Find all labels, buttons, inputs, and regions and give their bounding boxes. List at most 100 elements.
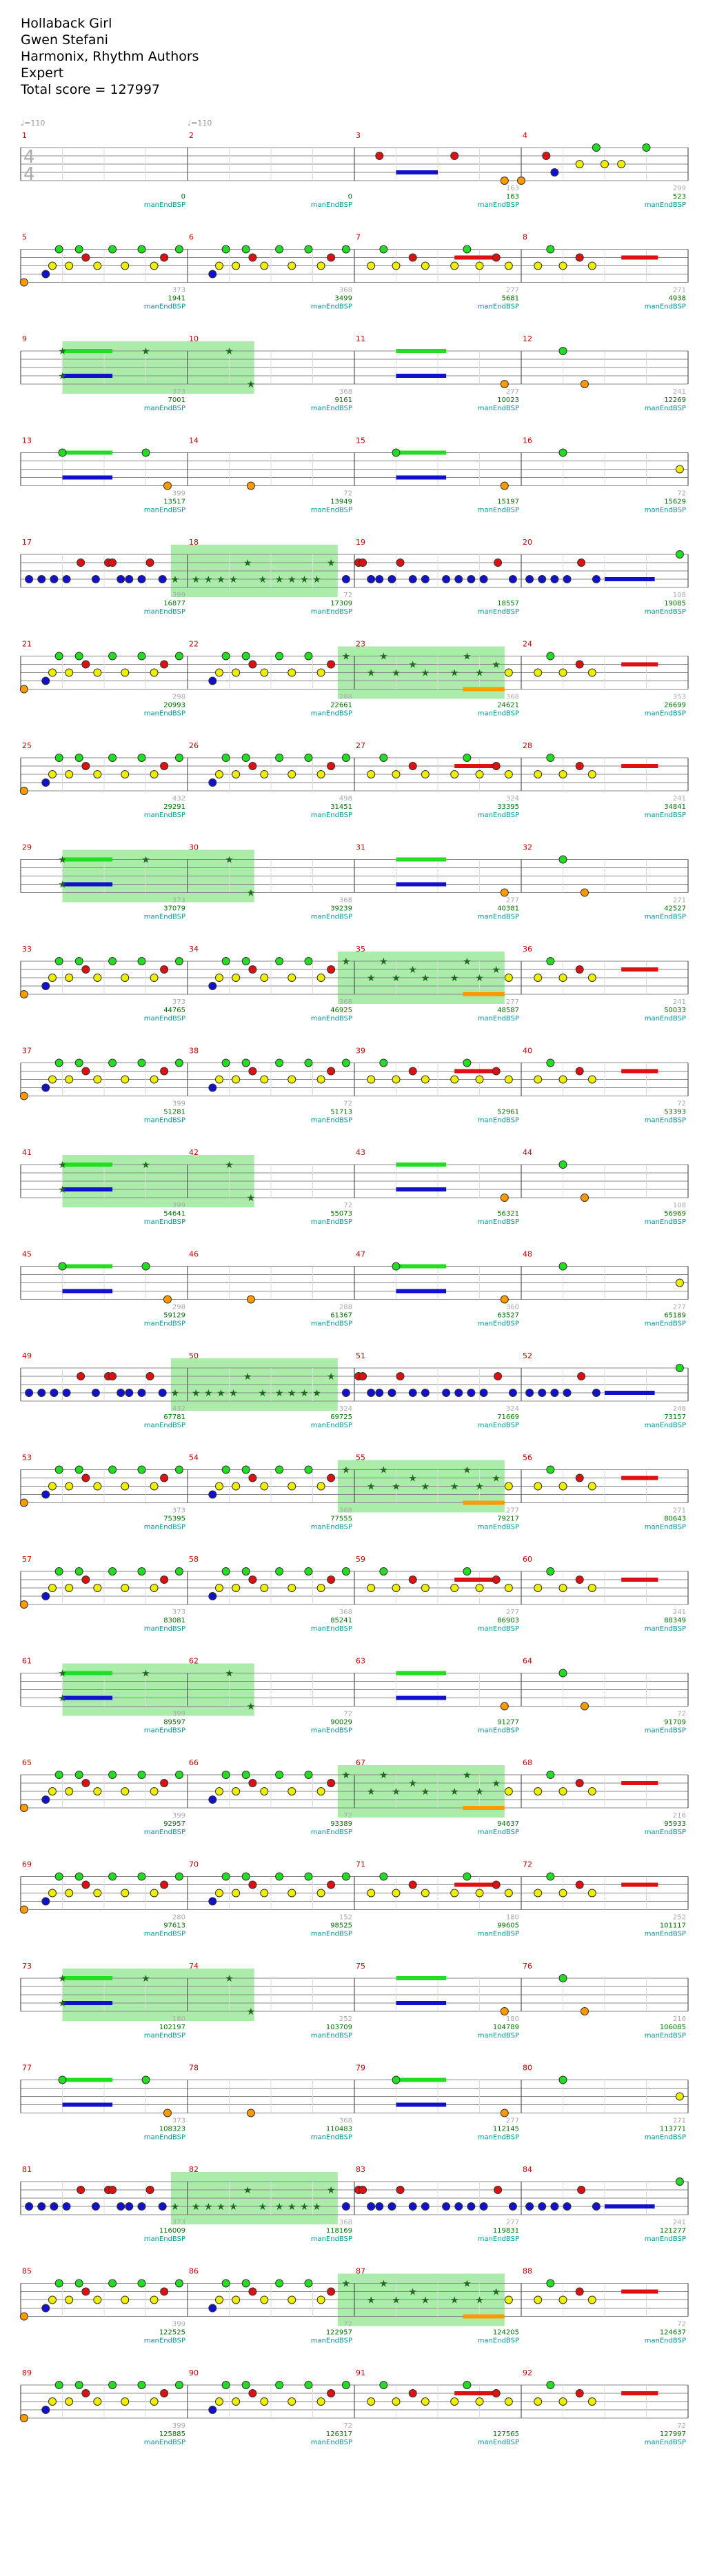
measure-note-count: 432: [172, 795, 185, 803]
blue-note: [550, 1389, 559, 1397]
orange-note: [580, 380, 589, 388]
measure-number: 37: [22, 1047, 32, 1056]
blue-note: [158, 1389, 167, 1397]
green-note: [108, 957, 117, 965]
green-note: [546, 957, 555, 965]
end-marker-label: manEndBSP: [144, 2134, 185, 2142]
red-note: [248, 965, 257, 974]
blue-note: [41, 1795, 50, 1804]
blue-note: [508, 2202, 517, 2211]
yellow-note: [288, 974, 296, 982]
yellow-note: [150, 1787, 159, 1795]
blue-sustain: [62, 374, 113, 378]
orange-note: [19, 1600, 28, 1609]
yellow-note: [534, 2397, 543, 2406]
yellow-note: [48, 974, 57, 982]
green-note: [221, 1872, 230, 1881]
measure-score: 99605: [497, 1922, 519, 1930]
end-marker-label: manEndBSP: [144, 405, 185, 412]
green-star-note: ★: [463, 1770, 472, 1781]
staff-row: 53731941manEndBSP63683499manEndBSP727756…: [19, 233, 689, 311]
green-note: [546, 245, 555, 254]
orange-note: [163, 2109, 172, 2117]
green-note: [341, 1567, 350, 1576]
yellow-note: [65, 974, 74, 982]
yellow-note: [260, 974, 269, 982]
measure-score: 92957: [163, 1820, 185, 1828]
measure-note-count: 299: [673, 185, 686, 192]
green-star-note: ★: [379, 956, 388, 967]
yellow-note: [260, 1787, 269, 1795]
measure-note-count: 271: [673, 897, 686, 905]
yellow-note: [367, 261, 376, 270]
measure-note-count: 72: [343, 592, 352, 599]
green-star-note: ★: [463, 956, 472, 967]
yellow-note: [260, 770, 269, 778]
yellow-note: [260, 2397, 269, 2406]
yellow-note: [121, 1482, 130, 1491]
red-sustain: [621, 662, 658, 667]
orange-note: [500, 380, 509, 388]
end-marker-label: manEndBSP: [645, 2439, 686, 2446]
blue-note: [467, 575, 476, 583]
green-note: [379, 2381, 388, 2389]
orange-star-note: ★: [247, 1193, 256, 1204]
end-marker-label: manEndBSP: [144, 1422, 185, 1429]
yellow-note: [260, 668, 269, 677]
yellow-note: [504, 668, 513, 677]
orange-sustain: [463, 1806, 505, 1810]
blue-note: [550, 575, 559, 583]
green-sustain: [62, 2077, 113, 2082]
red-note: [492, 1880, 501, 1889]
green-note: [304, 1567, 313, 1576]
measure-number: 38: [189, 1047, 199, 1056]
yellow-note: [48, 261, 57, 270]
measure-note-count: 277: [506, 897, 519, 905]
red-note: [396, 559, 405, 567]
measure-score: 108323: [159, 2126, 185, 2133]
measure-note-count: 368: [339, 2117, 352, 2125]
red-note: [494, 2186, 503, 2194]
measure-score: 110483: [326, 2126, 352, 2133]
end-marker-label: manEndBSP: [478, 1829, 519, 1836]
yellow-note: [260, 1482, 269, 1491]
measure-note-count: 373: [172, 388, 185, 396]
yellow-note: [587, 1075, 596, 1084]
yellow-star-note: ★: [392, 1787, 401, 1798]
yellow-note: [150, 770, 159, 778]
green-sustain: [396, 1671, 447, 1676]
green-note: [174, 652, 183, 661]
blue-note: [50, 2202, 59, 2211]
measure-score: 103709: [326, 2024, 352, 2031]
measure-score: 83081: [163, 1617, 185, 1624]
measure-score: 163: [506, 193, 519, 201]
yellow-note: [392, 1584, 401, 1592]
yellow-note: [65, 1889, 74, 1898]
measure-note-count: 280: [172, 1914, 185, 1922]
blue-note: [387, 575, 396, 583]
end-marker-label: manEndBSP: [144, 710, 185, 718]
yellow-note: [150, 974, 159, 982]
measure-number: 89: [22, 2368, 32, 2377]
red-note: [327, 1473, 336, 1482]
end-marker-label: manEndBSP: [478, 1727, 519, 1735]
red-note: [81, 2287, 90, 2296]
blue-note: [375, 1389, 384, 1397]
orange-note: [19, 990, 28, 998]
staff-row: ★★★ ★★4139954641manEndBSP427255073manEndB…: [20, 1148, 689, 1226]
blue-note: [37, 2202, 46, 2211]
measure-score: 52961: [497, 1109, 519, 1116]
yellow-note: [288, 1075, 296, 1084]
measure-note-count: 241: [673, 2219, 686, 2226]
yellow-star-note: ★: [450, 973, 459, 984]
measure-note-count: 324: [506, 1405, 519, 1413]
yellow-note: [48, 1075, 57, 1084]
measure-number: 74: [189, 1962, 199, 1971]
yellow-note: [558, 974, 567, 982]
red-sustain: [454, 764, 496, 768]
end-marker-label: manEndBSP: [311, 812, 352, 819]
measure-number: 44: [523, 1148, 532, 1157]
end-marker-label: manEndBSP: [311, 1218, 352, 1226]
end-marker-label: manEndBSP: [144, 507, 185, 514]
red-sustain: [621, 2391, 658, 2395]
